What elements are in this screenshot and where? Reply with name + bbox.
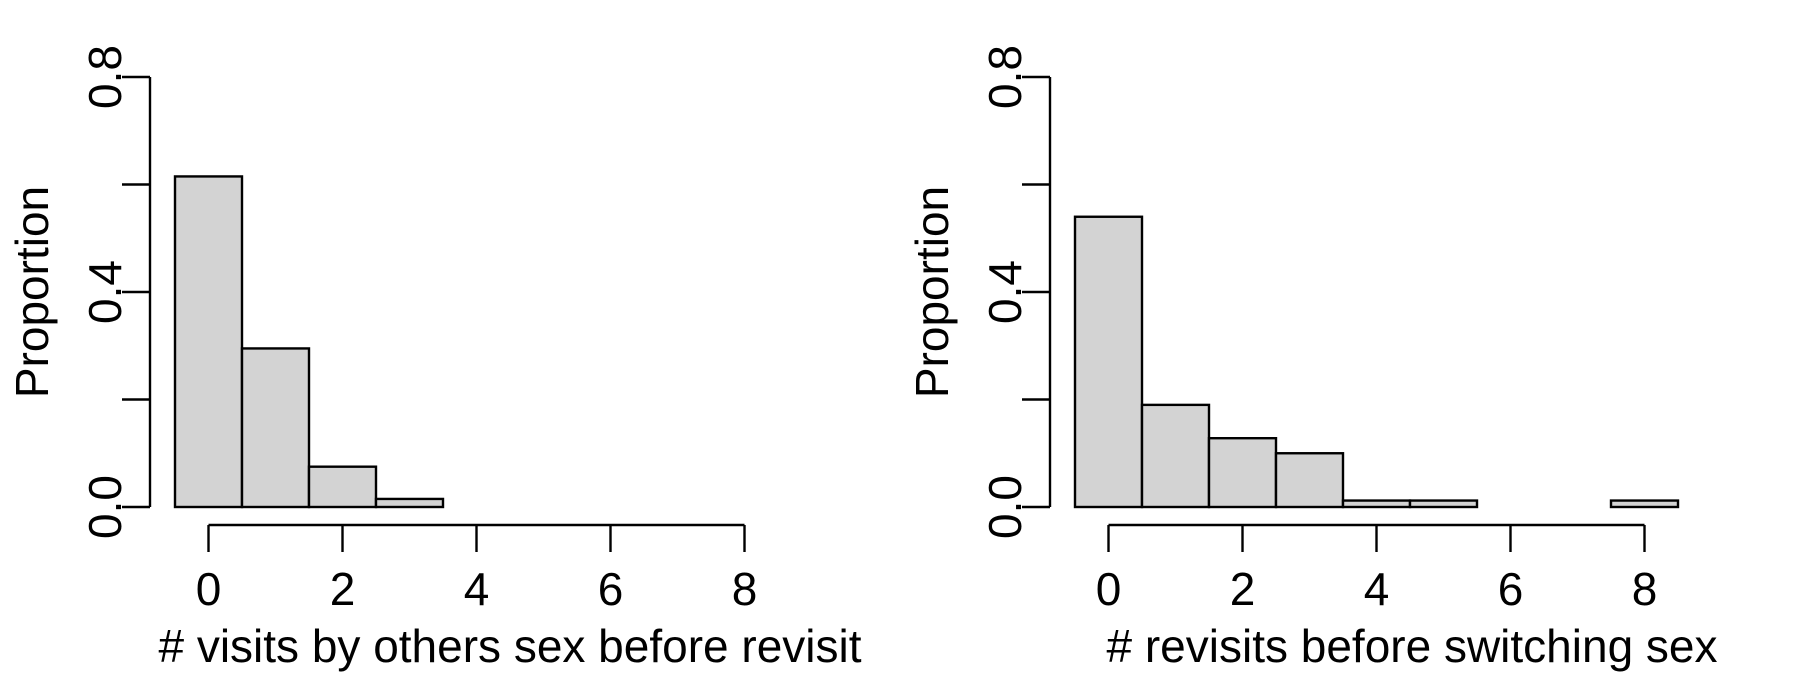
- histogram-right: 0.0 0.4 0.8 0 2 4 6 8 # revisits before switch…: [906, 45, 1718, 672]
- bar-0: [1073, 215, 1144, 509]
- x-tick-label-0: 0: [1096, 563, 1122, 615]
- histogram-left: 0.0 0.4 0.8 0 2 4 6 8 # visits by others sex b…: [6, 45, 862, 672]
- y-axis-title-right: Proportion: [906, 186, 958, 398]
- y-tick-label-0.0: 0.0: [79, 475, 131, 539]
- y-axis-right: 0.0 0.4 0.8: [979, 45, 1052, 539]
- bar-0: [173, 175, 244, 509]
- bar-1: [240, 347, 311, 509]
- x-tick-label-6: 6: [598, 563, 624, 615]
- x-tick-label-8: 8: [1632, 563, 1658, 615]
- x-tick-label-2: 2: [1230, 563, 1256, 615]
- y-tick-label-0.4: 0.4: [979, 260, 1031, 324]
- x-tick-label-6: 6: [1498, 563, 1524, 615]
- bar-2: [1207, 437, 1278, 509]
- y-tick-label-0.8: 0.8: [79, 45, 131, 109]
- bar-3: [374, 497, 445, 509]
- bar-3: [1274, 452, 1345, 509]
- x-tick-label-8: 8: [732, 563, 758, 615]
- bar-4: [1341, 499, 1412, 509]
- x-axis-title-right: # revisits before switching sex: [1106, 620, 1717, 672]
- x-axis-right: 0 2 4 6 8: [1096, 523, 1658, 615]
- bar-2: [307, 465, 378, 509]
- bars-right: [1073, 215, 1680, 509]
- bar-5: [1408, 499, 1479, 509]
- x-axis-left: 0 2 4 6 8: [196, 523, 758, 615]
- x-tick-label-0: 0: [196, 563, 222, 615]
- y-axis-left: 0.0 0.4 0.8: [79, 45, 152, 539]
- bar-8: [1609, 499, 1680, 509]
- x-tick-label-4: 4: [1364, 563, 1390, 615]
- y-tick-label-0.8: 0.8: [979, 45, 1031, 109]
- y-tick-label-0.4: 0.4: [79, 260, 131, 324]
- x-axis-title-left: # visits by others sex before revisit: [158, 620, 861, 672]
- x-tick-label-4: 4: [464, 563, 490, 615]
- y-tick-label-0.0: 0.0: [979, 475, 1031, 539]
- y-axis-title-left: Proportion: [6, 186, 58, 398]
- x-tick-label-2: 2: [330, 563, 356, 615]
- bar-1: [1140, 403, 1211, 509]
- bars-left: [173, 175, 445, 509]
